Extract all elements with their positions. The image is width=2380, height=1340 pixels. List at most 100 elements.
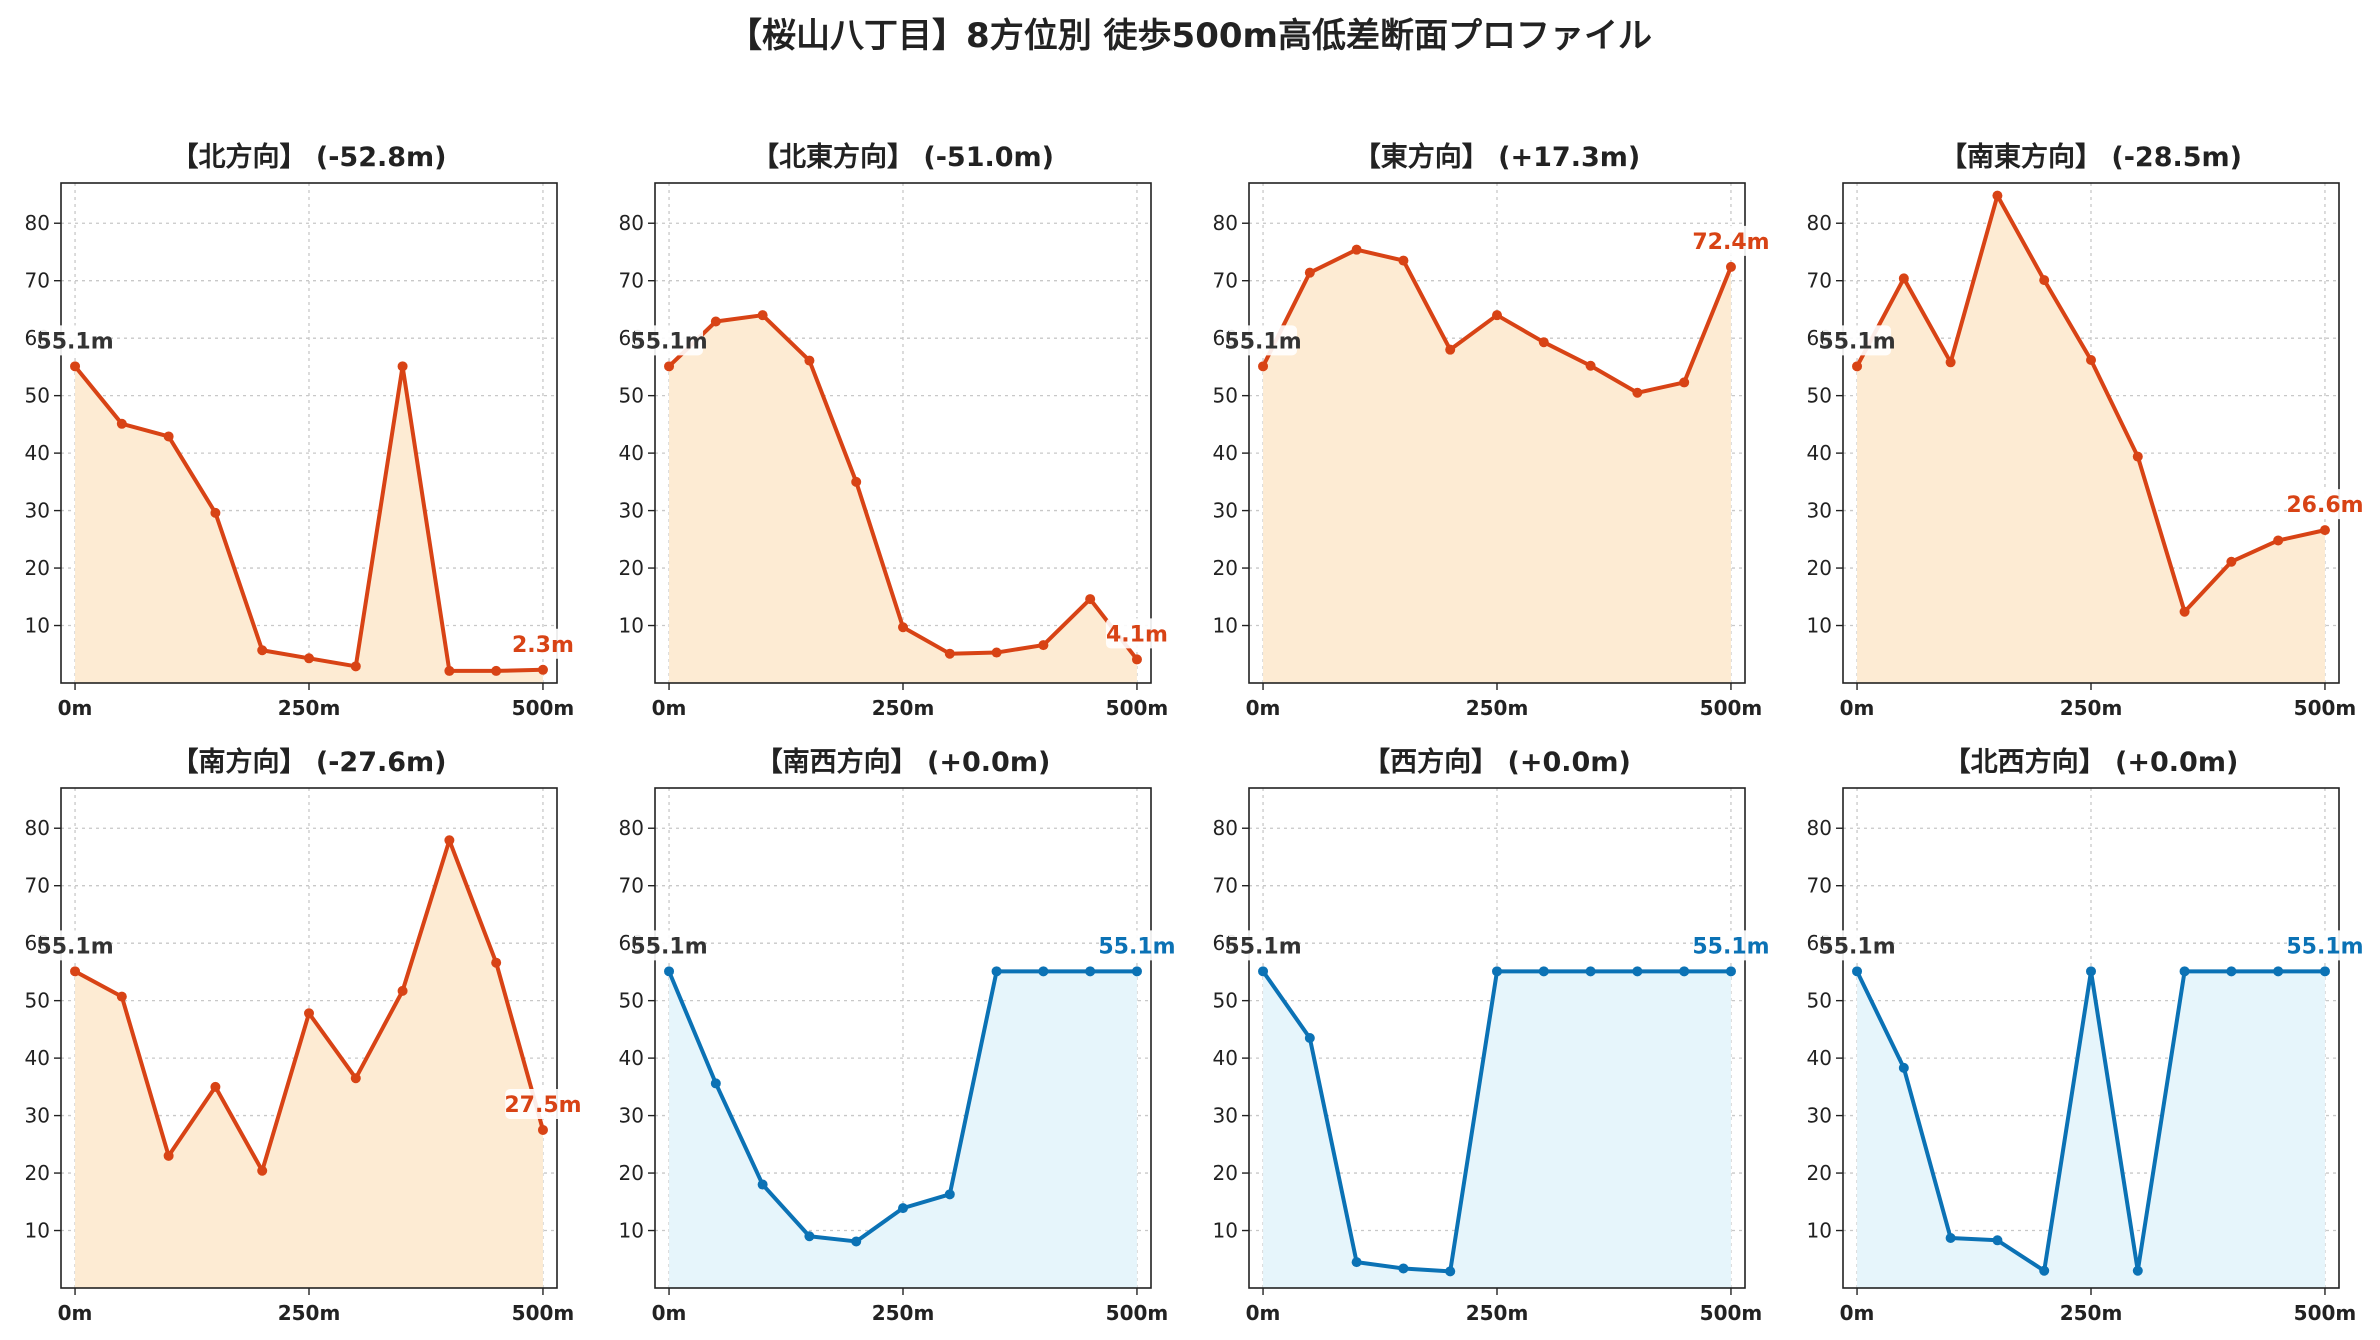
data-point bbox=[1351, 244, 1362, 255]
data-point bbox=[1945, 1233, 1956, 1243]
data-point bbox=[1538, 966, 1549, 977]
data-point bbox=[2039, 275, 2050, 286]
data-point bbox=[491, 665, 502, 676]
y-tick-label: 20 bbox=[1807, 1161, 1832, 1185]
x-tick-label: 0m bbox=[1840, 696, 1875, 720]
y-tick-label: 10 bbox=[25, 1219, 50, 1243]
figure-title: 【桜山八丁目】8方位別 徒歩500m高低差断面プロファイル bbox=[728, 16, 1652, 56]
y-tick-label: 40 bbox=[619, 1046, 644, 1070]
data-point bbox=[1304, 267, 1315, 278]
y-tick-label: 70 bbox=[1807, 269, 1832, 293]
start-value-label: 55.1m bbox=[36, 934, 113, 959]
x-tick-label: 0m bbox=[652, 696, 687, 720]
data-point bbox=[1085, 966, 1096, 977]
y-tick-label: 80 bbox=[1807, 211, 1832, 235]
data-point bbox=[1398, 1263, 1409, 1274]
data-point bbox=[944, 1189, 955, 1200]
y-tick-label: 20 bbox=[1213, 556, 1238, 580]
data-point bbox=[1632, 387, 1643, 398]
x-tick-label: 500m bbox=[1106, 696, 1169, 720]
start-value-label: 55.1m bbox=[1224, 329, 1301, 354]
data-point bbox=[444, 665, 455, 676]
data-point bbox=[1085, 594, 1096, 605]
y-tick-label: 10 bbox=[1807, 1219, 1832, 1243]
end-value-label: 2.3m bbox=[512, 633, 574, 658]
end-label-box bbox=[1099, 930, 1175, 961]
end-label-box bbox=[2287, 930, 2363, 961]
x-tick-label: 250m bbox=[872, 1301, 935, 1325]
data-point bbox=[304, 1008, 314, 1019]
y-tick-label: 50 bbox=[619, 989, 644, 1013]
x-tick-label: 0m bbox=[58, 1301, 93, 1325]
data-point bbox=[898, 1203, 908, 1214]
data-point bbox=[491, 957, 502, 968]
start-label-box bbox=[635, 930, 704, 961]
start-label-box bbox=[41, 325, 110, 356]
data-point bbox=[2132, 1265, 2143, 1276]
y-tick-label: 50 bbox=[25, 384, 50, 408]
x-tick-label: 250m bbox=[2060, 1301, 2123, 1325]
data-point bbox=[210, 507, 221, 518]
data-point bbox=[1445, 344, 1456, 355]
data-point bbox=[397, 361, 408, 372]
area-fill bbox=[75, 366, 543, 683]
data-point bbox=[1992, 1235, 2003, 1246]
data-point bbox=[444, 835, 455, 846]
data-point bbox=[1679, 966, 1690, 977]
data-point bbox=[1992, 190, 2003, 201]
y-tick-label: 40 bbox=[25, 1046, 50, 1070]
y-tick-label: 80 bbox=[25, 211, 50, 235]
y-tick-label: 70 bbox=[619, 874, 644, 898]
data-point bbox=[851, 476, 862, 487]
y-tick-label: 70 bbox=[25, 269, 50, 293]
data-point bbox=[1258, 361, 1269, 372]
end-label-box bbox=[1105, 618, 1168, 649]
data-point bbox=[1725, 966, 1736, 977]
y-tick-label: 30 bbox=[1807, 1104, 1832, 1128]
data-point bbox=[1585, 966, 1596, 977]
data-point bbox=[898, 622, 908, 633]
y-tick-label: 30 bbox=[25, 1104, 50, 1128]
start-value-label: 55.1m bbox=[630, 329, 707, 354]
subplot-title: 【東方向】 (+17.3m) bbox=[1354, 141, 1640, 173]
y-tick-label: 30 bbox=[1807, 499, 1832, 523]
x-tick-label: 500m bbox=[512, 696, 575, 720]
end-label-box bbox=[1693, 225, 1769, 256]
y-tick-label: 80 bbox=[619, 211, 644, 235]
y-tick-label: 20 bbox=[619, 556, 644, 580]
area-fill bbox=[1857, 971, 2325, 1288]
y-tick-label: 80 bbox=[1807, 816, 1832, 840]
y-tick-label: 10 bbox=[1213, 1219, 1238, 1243]
y-tick-label: 80 bbox=[619, 816, 644, 840]
data-point bbox=[2273, 966, 2284, 977]
x-tick-label: 0m bbox=[1246, 1301, 1281, 1325]
y-tick-label: 10 bbox=[619, 1219, 644, 1243]
subplot-title: 【西方向】 (+0.0m) bbox=[1363, 746, 1631, 778]
y-tick-label: 20 bbox=[619, 1161, 644, 1185]
x-tick-label: 0m bbox=[1840, 1301, 1875, 1325]
x-tick-label: 250m bbox=[278, 1301, 341, 1325]
y-tick-label: 80 bbox=[25, 816, 50, 840]
data-point bbox=[1585, 360, 1596, 371]
start-value-label: 55.1m bbox=[630, 934, 707, 959]
start-value-label: 55.1m bbox=[1224, 934, 1301, 959]
data-point bbox=[1945, 357, 1956, 368]
y-tick-label: 20 bbox=[25, 556, 50, 580]
y-tick-label: 30 bbox=[1213, 1104, 1238, 1128]
start-value-label: 55.1m bbox=[1818, 934, 1895, 959]
data-point bbox=[1679, 377, 1690, 388]
data-point bbox=[664, 361, 675, 372]
data-point bbox=[1038, 640, 1049, 651]
data-point bbox=[1852, 361, 1863, 372]
y-tick-label: 40 bbox=[1807, 441, 1832, 465]
data-point bbox=[1898, 273, 1909, 284]
y-tick-label: 50 bbox=[619, 384, 644, 408]
data-point bbox=[944, 648, 955, 659]
data-point bbox=[2319, 966, 2330, 977]
data-point bbox=[2086, 966, 2096, 977]
data-point bbox=[257, 1165, 268, 1176]
